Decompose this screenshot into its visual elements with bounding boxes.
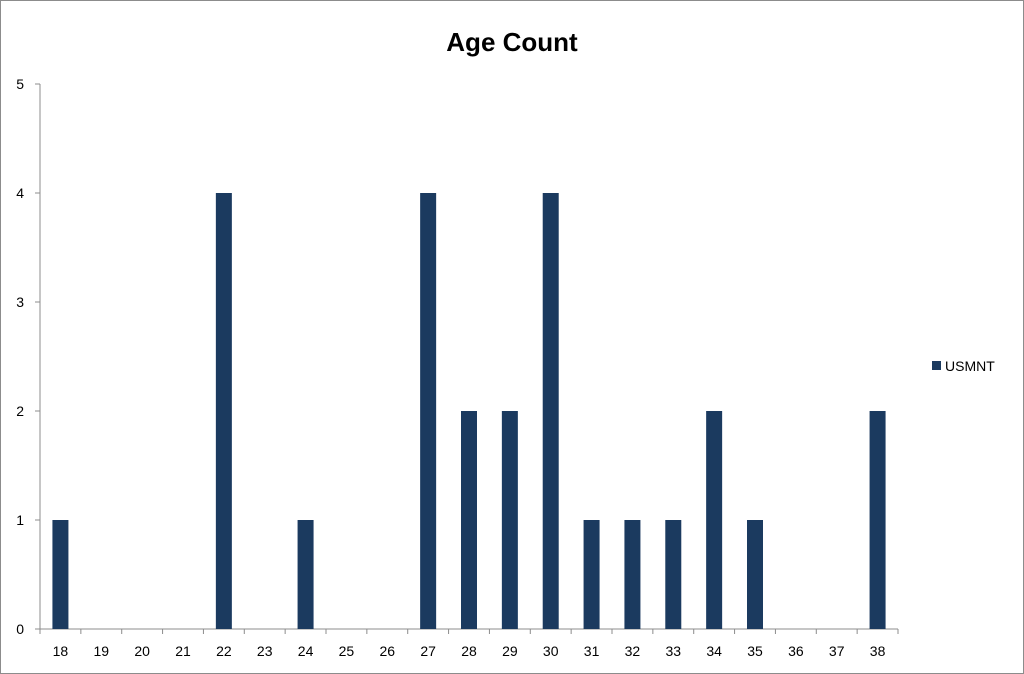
bar	[624, 520, 641, 629]
x-tick-label: 23	[257, 643, 273, 659]
bar	[297, 520, 314, 629]
legend: USMNT	[932, 358, 995, 374]
bar-series	[52, 193, 886, 629]
y-tick-label: 5	[16, 76, 24, 92]
x-tick-label: 19	[93, 643, 109, 659]
legend-label: USMNT	[945, 358, 995, 374]
legend-swatch	[932, 361, 941, 370]
bar	[215, 193, 232, 629]
bar	[420, 193, 437, 629]
x-tick-label: 35	[747, 643, 763, 659]
x-tick-label: 22	[216, 643, 232, 659]
x-tick-label: 36	[788, 643, 804, 659]
x-tick-label: 34	[706, 643, 722, 659]
x-tick-label: 21	[175, 643, 191, 659]
y-tick-label: 0	[16, 621, 24, 637]
x-tick-label: 25	[339, 643, 355, 659]
y-tick-label: 3	[16, 294, 24, 310]
bar	[461, 411, 477, 629]
y-tick-label: 2	[16, 403, 24, 419]
bar	[501, 411, 518, 629]
x-tick-label: 28	[461, 643, 477, 659]
x-tick-label: 27	[420, 643, 436, 659]
bar	[583, 520, 600, 629]
bar	[747, 520, 763, 629]
x-axis: 18 19 20 21 22 23 24 25 26 27 28 29 30 31 32 33 34 35 36 37…	[39, 628, 899, 659]
x-tick-label: 29	[502, 643, 518, 659]
x-tick-label: 18	[53, 643, 69, 659]
bar	[542, 193, 559, 629]
x-tick-label: 26	[379, 643, 395, 659]
bar	[869, 411, 886, 629]
x-tick-label: 20	[134, 643, 150, 659]
x-tick-label: 31	[584, 643, 600, 659]
bar	[706, 411, 723, 629]
y-axis: 0 1 2 3 4 5	[16, 76, 41, 637]
x-tick-label: 38	[870, 643, 886, 659]
y-tick-label: 4	[16, 185, 24, 201]
y-tick-label: 1	[16, 512, 24, 528]
x-tick-label: 32	[625, 643, 641, 659]
chart-title: Age Count	[446, 27, 578, 57]
bar	[52, 520, 69, 629]
x-tick-label: 37	[829, 643, 845, 659]
x-tick-label: 24	[298, 643, 314, 659]
x-tick-label: 33	[665, 643, 681, 659]
bar	[665, 520, 682, 629]
x-tick-label: 30	[543, 643, 559, 659]
